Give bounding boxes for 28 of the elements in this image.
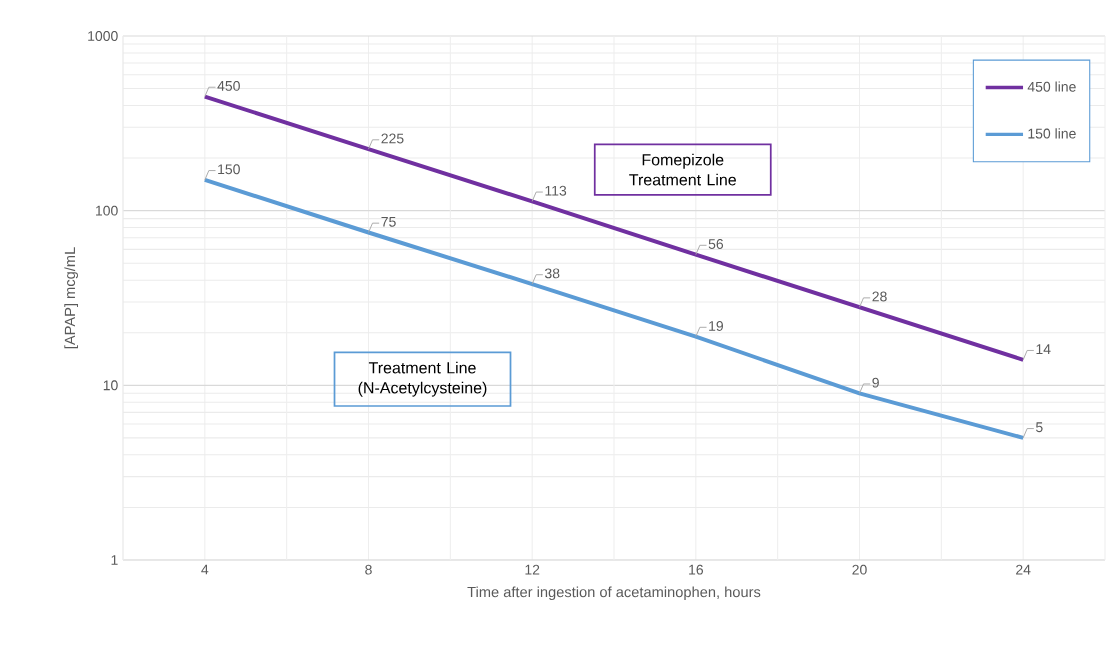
y-tick-label: 10 [103,380,118,391]
data-label: 75 [381,216,396,227]
x-tick-label: 24 [1016,564,1031,575]
y-tick-label: 1000 [88,31,118,41]
x-tick-label: 20 [852,564,867,575]
legend-label: 150 line [1028,128,1076,139]
data-label: 28 [872,291,887,302]
x-tick-label: 4 [201,564,209,575]
annotation: Fomepizole Treatment Line [629,153,736,186]
data-label: 56 [708,239,724,249]
data-label: 14 [1036,344,1051,354]
x-tick-label: 8 [365,564,372,575]
data-label: 113 [545,185,567,196]
data-label: 9 [872,377,879,388]
y-tick-label: 100 [96,205,118,216]
x-axis-title: Time after ingestion of acetaminophen, hours [467,586,761,601]
x-tick-label: 12 [525,564,540,575]
y-tick-label: 1 [111,555,118,565]
data-label: 38 [544,268,560,279]
data-label: 225 [381,133,404,144]
data-label: 150 [218,164,240,175]
data-label: 450 [217,80,240,91]
annotation: Treatment Line (N-Acetylcysteine) [358,361,487,397]
data-label: 19 [709,321,723,331]
legend-label: 450 line [1027,81,1076,92]
y-axis-title: [APAP] mcg/mL [64,247,78,349]
x-tick-label: 16 [689,564,704,575]
data-label: 5 [1036,422,1043,433]
